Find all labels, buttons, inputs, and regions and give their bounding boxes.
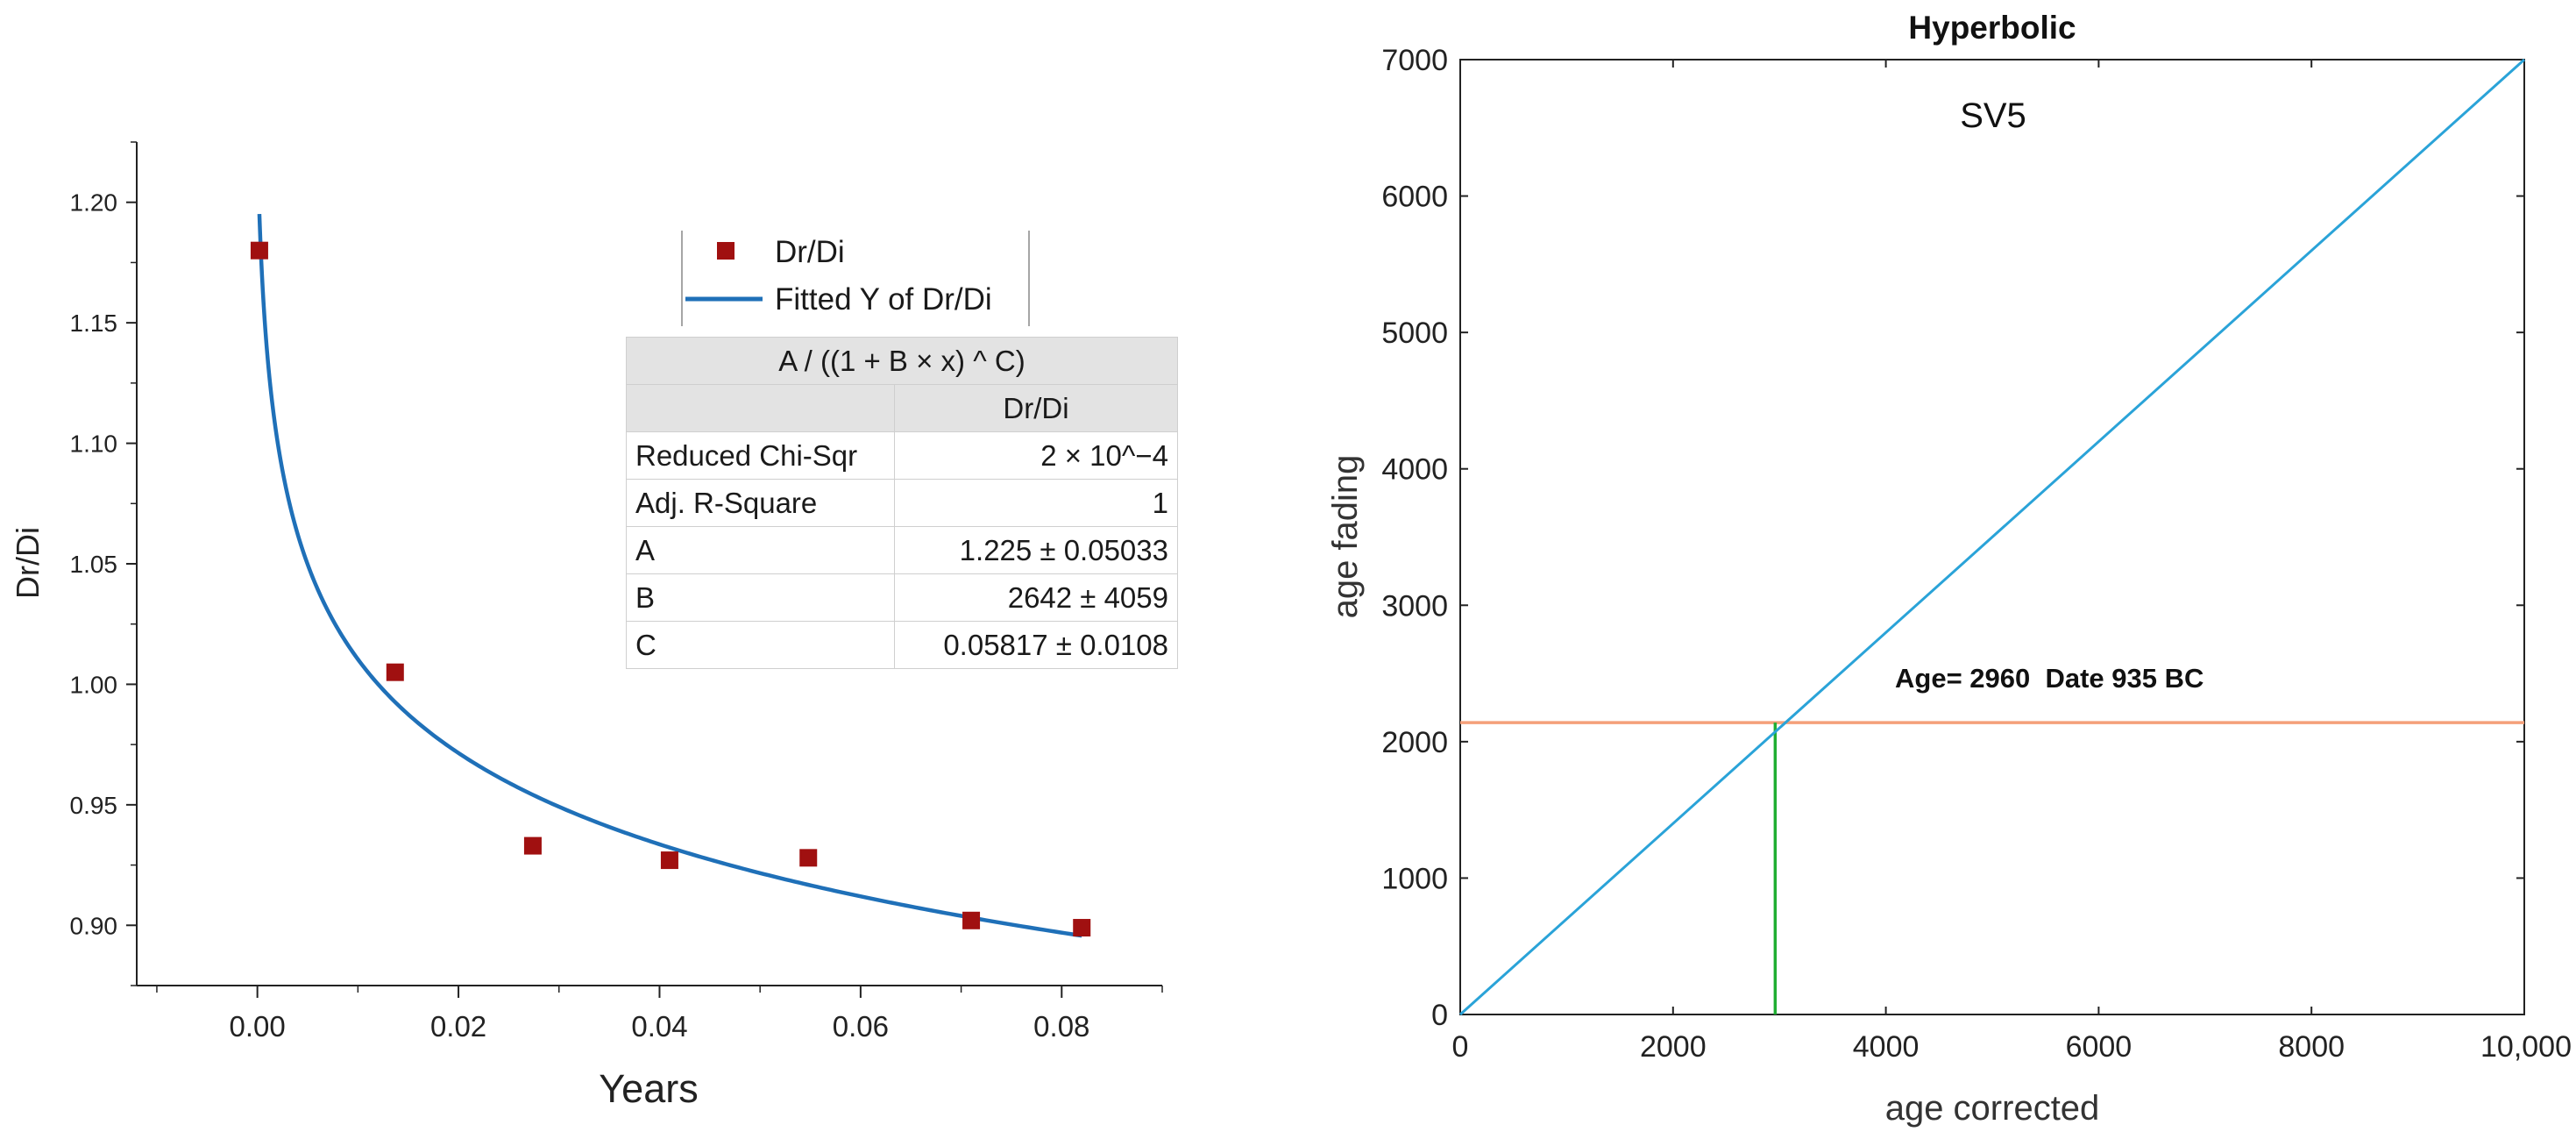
y-tick-label: 6000 <box>1381 181 1448 214</box>
legend: Dr/Di Fitted Y of Dr/Di <box>681 231 1030 326</box>
fit-row-value: 0.05817 ± 0.0108 <box>894 621 1178 669</box>
legend-marker-points <box>717 242 734 260</box>
fit-row-label: Adj. R-Square <box>626 479 895 527</box>
data-point <box>799 849 818 867</box>
legend-label-points: Dr/Di <box>775 235 845 269</box>
x-tick-label: 0.02 <box>430 1010 486 1043</box>
table-row: A 1.225 ± 0.05033 <box>626 526 1178 574</box>
fit-table-blank-header <box>626 384 895 432</box>
y-tick-label: 1.15 <box>70 310 118 337</box>
data-point <box>250 241 268 260</box>
y-tick-label: 0 <box>1431 999 1448 1032</box>
fit-row-value: 2642 ± 4059 <box>894 573 1178 622</box>
fit-table-title-row: A / ((1 + B × x) ^ C) <box>626 337 1178 385</box>
fit-row-value: 2 × 10^−4 <box>894 431 1178 480</box>
y-tick-label: 5000 <box>1381 317 1448 350</box>
right-x-axis-title: age corrected <box>1885 1089 2100 1128</box>
x-tick-label: 8000 <box>2278 1030 2345 1064</box>
right-chart-title: Hyperbolic <box>1908 10 2076 46</box>
right-chart: 0 1000 2000 3000 4000 5000 6000 7000 0 2000 4000 6… <box>1326 10 2572 1128</box>
y-tick-label: 3000 <box>1381 589 1448 623</box>
y-tick-label: 1.20 <box>70 189 118 217</box>
right-plot-frame <box>1459 59 2525 1015</box>
x-tick-label: 6000 <box>2066 1030 2132 1064</box>
x-tick-label: 0.06 <box>833 1010 889 1043</box>
right-chart-subtitle: SV5 <box>1960 96 2026 135</box>
y-tick-label: 1.05 <box>70 551 118 578</box>
fit-formula: A / ((1 + B × x) ^ C) <box>626 337 1178 385</box>
right-y-ticks: 0 1000 2000 3000 4000 5000 6000 7000 <box>1381 44 2524 1032</box>
data-point <box>660 851 678 870</box>
x-tick-label: 4000 <box>1853 1030 1920 1064</box>
left-y-ticks: 0.90 0.95 1.00 1.05 1.10 1.15 1.20 <box>70 141 137 986</box>
right-x-ticks: 0 2000 4000 6000 8000 10,000 <box>1452 60 2572 1064</box>
y-tick-label: 1.10 <box>70 431 118 458</box>
fit-row-label: A <box>626 526 895 574</box>
fit-row-value: 1.225 ± 0.05033 <box>894 526 1178 574</box>
table-row: C 0.05817 ± 0.0108 <box>626 621 1178 669</box>
right-y-axis-title: age fading <box>1326 455 1365 619</box>
left-x-ticks: 0.00 0.02 0.04 0.06 0.08 <box>156 986 1163 1043</box>
legend-label-line: Fitted Y of Dr/Di <box>775 282 992 317</box>
fit-line <box>257 213 1082 938</box>
table-row: Reduced Chi-Sqr 2 × 10^−4 <box>626 431 1178 480</box>
x-tick-label: 0.08 <box>1033 1010 1089 1043</box>
fit-table-column-header: Dr/Di <box>894 384 1178 432</box>
left-y-axis-title: Dr/Di <box>10 527 46 599</box>
left-data-points <box>250 241 1091 937</box>
fit-row-label: B <box>626 573 895 622</box>
y-tick-label: 1.00 <box>70 671 118 698</box>
y-tick-label: 0.90 <box>70 912 118 939</box>
data-point <box>962 911 981 929</box>
y-tick-label: 4000 <box>1381 453 1448 487</box>
x-tick-label: 0.04 <box>631 1010 687 1043</box>
table-row: Adj. R-Square 1 <box>626 479 1178 527</box>
y-tick-label: 7000 <box>1381 44 1448 77</box>
y-tick-label: 0.95 <box>70 792 118 819</box>
fit-row-label: Reduced Chi-Sqr <box>626 431 895 480</box>
data-point <box>1073 919 1091 937</box>
data-point <box>386 663 404 681</box>
fit-table-header-row: Dr/Di <box>626 384 1178 432</box>
fit-row-value: 1 <box>894 479 1178 527</box>
age-annotation: Age= 2960 Date 935 BC <box>1895 663 2203 694</box>
fit-row-label: C <box>626 621 895 669</box>
x-tick-label: 2000 <box>1640 1030 1707 1064</box>
x-tick-label: 0 <box>1452 1030 1469 1064</box>
left-chart: 0.900.951.001.051.101.151.20 0.00 0.02 0.0… <box>10 141 1163 1111</box>
y-tick-label: 1000 <box>1381 862 1448 895</box>
left-x-axis-title: Years <box>599 1066 698 1111</box>
y-tick-label: 2000 <box>1381 726 1448 759</box>
x-tick-label: 0.00 <box>230 1010 286 1043</box>
data-point <box>523 836 542 855</box>
x-tick-label: 10,000 <box>2480 1030 2572 1064</box>
fit-results-table: A / ((1 + B × x) ^ C) Dr/Di Reduced Chi-… <box>626 337 1178 669</box>
hyperbolic-diagonal-line <box>1458 58 2526 1016</box>
table-row: B 2642 ± 4059 <box>626 573 1178 622</box>
